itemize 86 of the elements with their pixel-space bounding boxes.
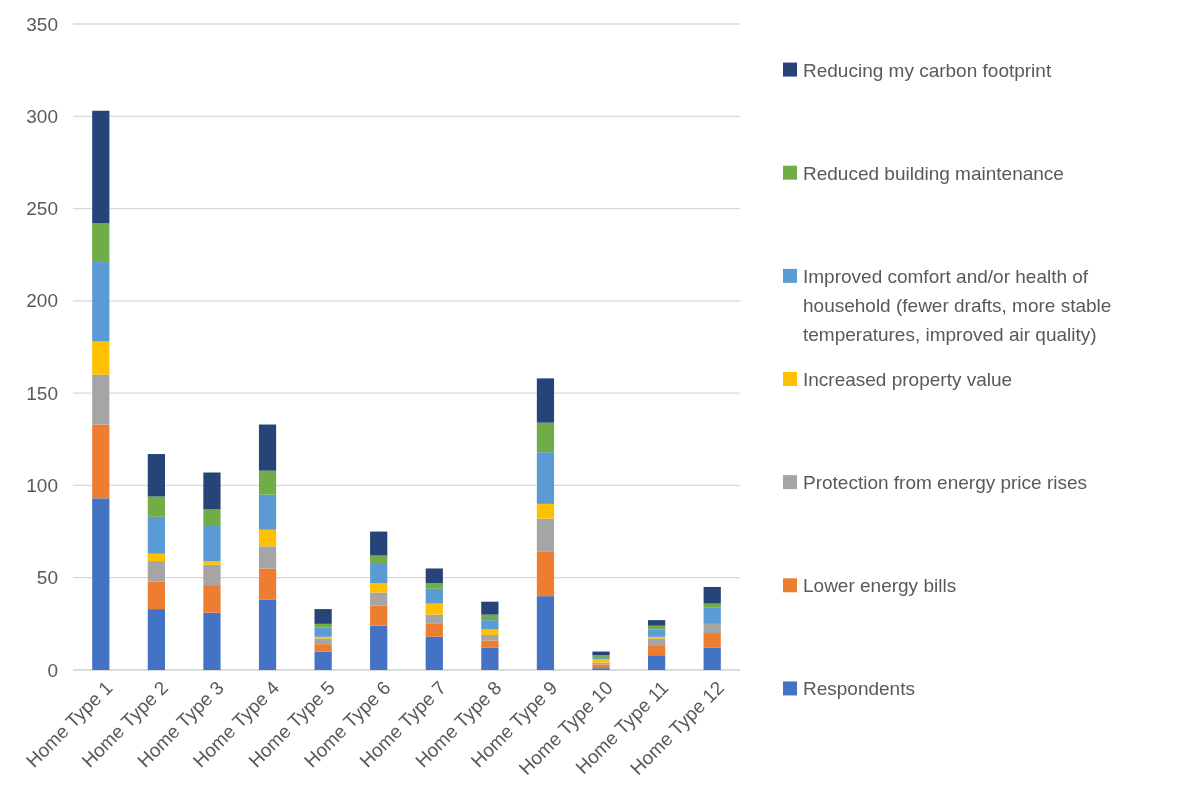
bar (203, 509, 221, 527)
bar (703, 607, 721, 624)
bar (592, 658, 610, 663)
bar (648, 655, 666, 670)
bar (147, 553, 165, 562)
bar (370, 592, 388, 606)
bar (203, 585, 221, 613)
y-tick-label: 150 (26, 382, 58, 404)
bar (536, 422, 555, 453)
legend-label: Increased property value (803, 368, 1013, 390)
bar (536, 378, 555, 423)
bar (703, 586, 721, 604)
bar (258, 599, 277, 670)
bar (370, 583, 388, 593)
bar (481, 640, 499, 648)
bar (314, 651, 332, 670)
bar (203, 612, 221, 670)
legend-label: Lower energy bills (803, 574, 957, 596)
bar (147, 496, 165, 517)
bar (703, 623, 721, 634)
bar (370, 625, 388, 670)
bar (425, 623, 443, 637)
bar (92, 341, 110, 375)
legend-label: Improved comfort and/or health of household (fewer drafts, more stable temperatures, improved air quality) (803, 265, 1112, 345)
bar (258, 470, 277, 495)
bar (481, 647, 499, 670)
bar (92, 110, 110, 224)
bar (203, 526, 221, 562)
y-tick-label: 0 (47, 659, 58, 681)
bar (258, 529, 277, 547)
bar (648, 629, 666, 637)
bar (425, 636, 443, 670)
bar (370, 555, 388, 563)
bar (425, 568, 443, 584)
bar (92, 498, 110, 670)
bar (481, 629, 499, 635)
bar (147, 561, 165, 582)
bar (203, 561, 221, 565)
bar (147, 454, 165, 497)
bar (314, 609, 332, 624)
bar (536, 596, 555, 670)
y-tick-label: 300 (26, 105, 58, 127)
bar (258, 494, 277, 530)
bar (592, 664, 610, 669)
bar (648, 620, 666, 626)
bar (425, 588, 443, 604)
bar (258, 424, 277, 471)
bar (370, 605, 388, 626)
legend-label: Reduced building maintenance (803, 162, 1064, 184)
bar (536, 452, 555, 504)
bar (703, 633, 721, 648)
bar (425, 603, 443, 615)
bar (314, 627, 332, 637)
bar (92, 374, 110, 425)
y-tick-label: 350 (26, 13, 58, 35)
bar (92, 223, 110, 263)
bar (314, 644, 332, 652)
bar (203, 472, 221, 510)
bar (481, 620, 499, 630)
bar (536, 518, 555, 552)
y-tick-label: 100 (26, 474, 58, 496)
y-tick-label: 200 (26, 290, 58, 312)
bar (536, 551, 555, 597)
legend-label: Reducing my carbon footprint (803, 59, 1052, 81)
bar (147, 581, 165, 610)
bar (203, 564, 221, 586)
y-tick-label: 50 (36, 567, 58, 589)
bar (703, 647, 721, 670)
bar (92, 262, 110, 342)
bar (648, 646, 666, 656)
bar (370, 531, 388, 556)
bar (370, 562, 388, 584)
bar (425, 614, 443, 624)
bar (92, 424, 110, 499)
bar (481, 601, 499, 615)
bar (258, 568, 277, 600)
bar (147, 609, 165, 670)
bar (147, 516, 165, 554)
bar (648, 638, 666, 647)
bar (536, 503, 555, 519)
legend-label: Protection from energy price rises (803, 471, 1088, 493)
bar (314, 623, 332, 628)
y-tick-label: 250 (26, 198, 58, 220)
legend-label: Respondents (803, 677, 915, 699)
bar (425, 583, 443, 589)
bar (258, 546, 277, 569)
